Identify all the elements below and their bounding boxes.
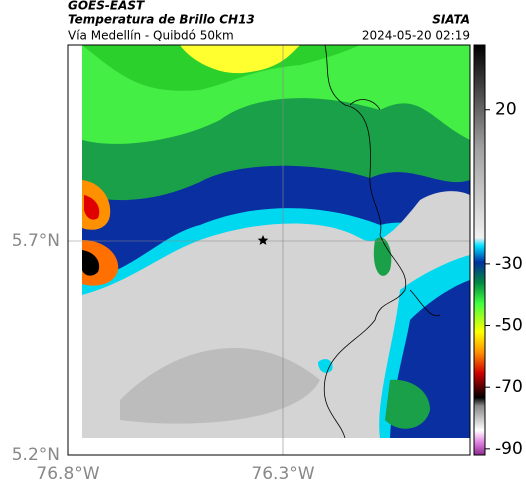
org: SIATA [432, 13, 470, 27]
map-frame [67, 44, 471, 456]
lat-label: 5.7°N [12, 231, 60, 251]
colorbar-tick-label: -70 [495, 377, 523, 397]
datetime: 2024-05-20 02:19 [362, 29, 470, 43]
location-star [257, 235, 269, 245]
lon-label: 76.8°W [36, 464, 99, 484]
colorbar-tick-label: -90 [495, 439, 523, 459]
title: Temperatura de Brillo CH13 [68, 13, 255, 27]
source: GOES-EAST [68, 0, 145, 13]
colorbar-tick-label: 20 [495, 100, 517, 120]
subtitle: Vía Medellín - Quibdó 50km [68, 29, 234, 43]
colorbar-tick-label: -50 [495, 316, 523, 336]
colorbar: 20 -30 -50 -70 -90 [473, 44, 523, 459]
lon-label: 76.3°W [251, 464, 314, 484]
satellite-image [82, 45, 470, 438]
lat-label: 5.2°N [12, 445, 60, 465]
colorbar-gradient [473, 44, 486, 456]
colorbar-tick-label: -30 [495, 254, 523, 274]
